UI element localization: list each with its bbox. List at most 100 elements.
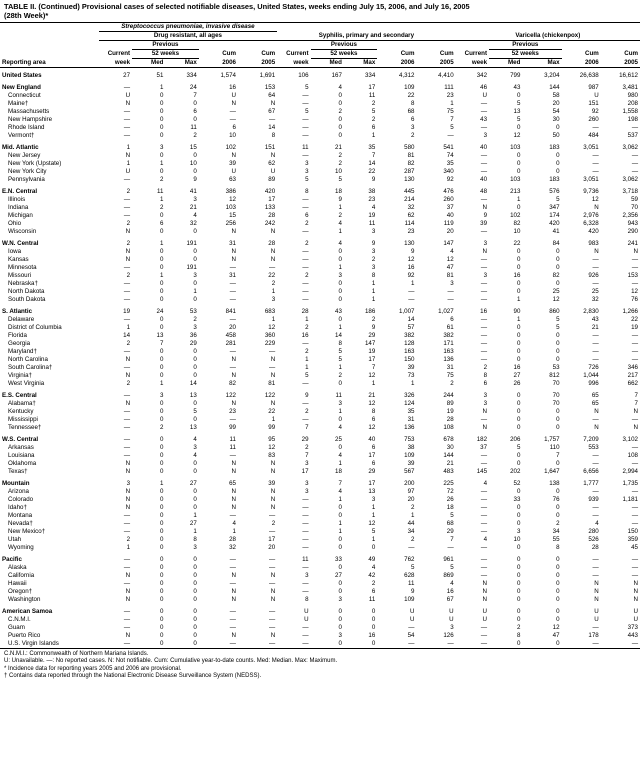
cell: — bbox=[562, 280, 601, 288]
table-row: Maine†N00NN—0281—520151208 bbox=[0, 100, 640, 108]
cell: N bbox=[456, 588, 489, 596]
cell: 526 bbox=[562, 536, 601, 544]
cell: — bbox=[99, 520, 132, 528]
cell: 0 bbox=[132, 416, 165, 424]
cell: 1 bbox=[311, 364, 344, 372]
cell: 186 bbox=[344, 308, 377, 316]
cell: — bbox=[456, 332, 489, 340]
table-row: Nevada†—02742—1124468—024— bbox=[0, 520, 640, 528]
cell: 0 bbox=[489, 596, 522, 604]
cell: 2,976 bbox=[562, 212, 601, 220]
cell: 27 bbox=[165, 520, 198, 528]
cell: 10 bbox=[489, 536, 522, 544]
row-label: S. Atlantic bbox=[0, 308, 99, 316]
cell: 860 bbox=[522, 308, 561, 316]
cell: 6 bbox=[132, 220, 165, 228]
row-label: Utah bbox=[0, 536, 99, 544]
cell: 2 bbox=[99, 536, 132, 544]
cell: 89 bbox=[416, 400, 455, 408]
cell: 22 bbox=[601, 316, 640, 324]
cell: N bbox=[99, 504, 132, 512]
cell: 29 bbox=[165, 340, 198, 348]
cell: 0 bbox=[489, 124, 522, 132]
cell: N bbox=[238, 596, 277, 604]
cell: 0 bbox=[522, 512, 561, 520]
cell: 25 bbox=[562, 288, 601, 296]
cell: 1,044 bbox=[562, 372, 601, 380]
cell: N bbox=[199, 572, 238, 580]
cell: 0 bbox=[489, 424, 522, 432]
cell: 1 bbox=[165, 512, 198, 520]
cell: 2,994 bbox=[601, 468, 640, 476]
table-row: Montana—01———0115—00—— bbox=[0, 512, 640, 520]
cell: — bbox=[601, 640, 640, 648]
cell: 0 bbox=[344, 624, 377, 632]
cell: 3 bbox=[311, 632, 344, 640]
cell: 6 bbox=[199, 124, 238, 132]
cell: 0 bbox=[522, 264, 561, 272]
cell: 1 bbox=[238, 416, 277, 424]
cell: N bbox=[99, 460, 132, 468]
cell: 53 bbox=[165, 308, 198, 316]
cell: 4 bbox=[416, 580, 455, 588]
cell: 678 bbox=[416, 436, 455, 444]
cell: 43 bbox=[311, 308, 344, 316]
cell: 109 bbox=[377, 596, 416, 604]
cell: 17 bbox=[344, 356, 377, 364]
cell: — bbox=[277, 400, 310, 408]
cell: 92 bbox=[562, 108, 601, 116]
table-row: Pacific—00——113349762961—00—— bbox=[0, 556, 640, 564]
cell: 99 bbox=[199, 424, 238, 432]
row-label: Virginia† bbox=[0, 372, 99, 380]
cell: 0 bbox=[311, 588, 344, 596]
cell: 138 bbox=[522, 480, 561, 488]
cell: 0 bbox=[522, 556, 561, 564]
cell: 11 bbox=[199, 436, 238, 444]
cell: 0 bbox=[165, 168, 198, 176]
cell: 0 bbox=[522, 588, 561, 596]
cell: 0 bbox=[489, 544, 522, 552]
row-label: Connecticut bbox=[0, 92, 99, 100]
cell: — bbox=[601, 332, 640, 340]
cell: 0 bbox=[132, 588, 165, 596]
row-label: Puerto Rico bbox=[0, 632, 99, 640]
cell: 1 bbox=[344, 296, 377, 304]
cell: — bbox=[601, 416, 640, 424]
cell: 26,638 bbox=[562, 72, 601, 80]
table-row: Hawaii—00———02114N00NN bbox=[0, 580, 640, 588]
cell: 0 bbox=[165, 588, 198, 596]
cell: 0 bbox=[489, 348, 522, 356]
cell: U bbox=[562, 92, 601, 100]
cell: — bbox=[99, 616, 132, 624]
cell: 1,777 bbox=[562, 480, 601, 488]
cell: 1 bbox=[344, 288, 377, 296]
cell: — bbox=[99, 392, 132, 400]
table-row: South Dakota—00—3—01———1123276 bbox=[0, 296, 640, 304]
cell: 2 bbox=[277, 324, 310, 332]
cell: 126 bbox=[416, 632, 455, 640]
cell: 4 bbox=[165, 212, 198, 220]
cell: — bbox=[456, 196, 489, 204]
cell: 81 bbox=[238, 380, 277, 388]
cell: 26 bbox=[416, 496, 455, 504]
cell: 0 bbox=[132, 572, 165, 580]
cell: 1 bbox=[377, 280, 416, 288]
cell: 7 bbox=[601, 400, 640, 408]
cell: — bbox=[456, 640, 489, 648]
cell: 7 bbox=[132, 340, 165, 348]
cell: 662 bbox=[601, 380, 640, 388]
cell: 6 bbox=[344, 444, 377, 452]
cell: — bbox=[99, 556, 132, 564]
cell: 35 bbox=[377, 408, 416, 416]
cell: 0 bbox=[132, 92, 165, 100]
row-label: W.S. Central bbox=[0, 436, 99, 444]
cell: — bbox=[456, 152, 489, 160]
cell: N bbox=[601, 580, 640, 588]
cell: 0 bbox=[311, 512, 344, 520]
cell: 62 bbox=[238, 160, 277, 168]
cell: 39 bbox=[238, 480, 277, 488]
row-label: South Carolina† bbox=[0, 364, 99, 372]
cell: 4 bbox=[456, 480, 489, 488]
cell: 762 bbox=[377, 556, 416, 564]
table-row: Massachusetts—06—675256875—1354921,558 bbox=[0, 108, 640, 116]
